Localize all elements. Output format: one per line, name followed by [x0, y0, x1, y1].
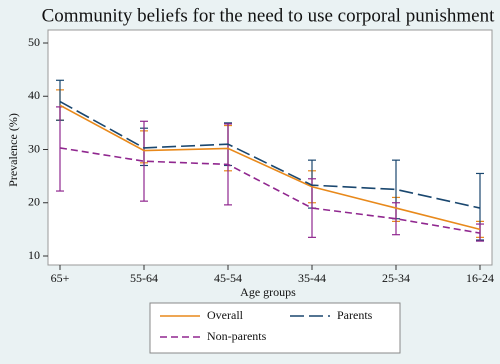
y-tick-label: 40: [28, 88, 40, 102]
y-tick-label: 30: [28, 141, 40, 155]
x-tick-label: 25-34: [382, 271, 410, 285]
series-line: [59, 100, 481, 209]
y-tick-label: 10: [28, 248, 40, 262]
y-tick-label: 20: [28, 195, 40, 209]
legend: [149, 302, 401, 354]
legend-label: Parents: [337, 308, 373, 322]
chart-title: Community beliefs for the need to use co…: [42, 5, 495, 26]
y-tick-label: 50: [28, 35, 40, 49]
x-tick-label: 55-64: [130, 271, 158, 285]
legend-label: Overall: [207, 308, 244, 322]
series-line: [59, 104, 481, 231]
y-axis-label: Prevalence (%): [6, 113, 20, 187]
series-line: [59, 147, 481, 234]
plot-area: [47, 29, 493, 266]
x-axis-label: Age groups: [240, 285, 296, 299]
x-tick-label: 45-54: [214, 271, 242, 285]
x-tick-label: 35-44: [298, 271, 326, 285]
legend-label: Non-parents: [207, 329, 267, 343]
x-tick-label: 65+: [51, 271, 70, 285]
x-tick-label: 16-24: [466, 271, 494, 285]
